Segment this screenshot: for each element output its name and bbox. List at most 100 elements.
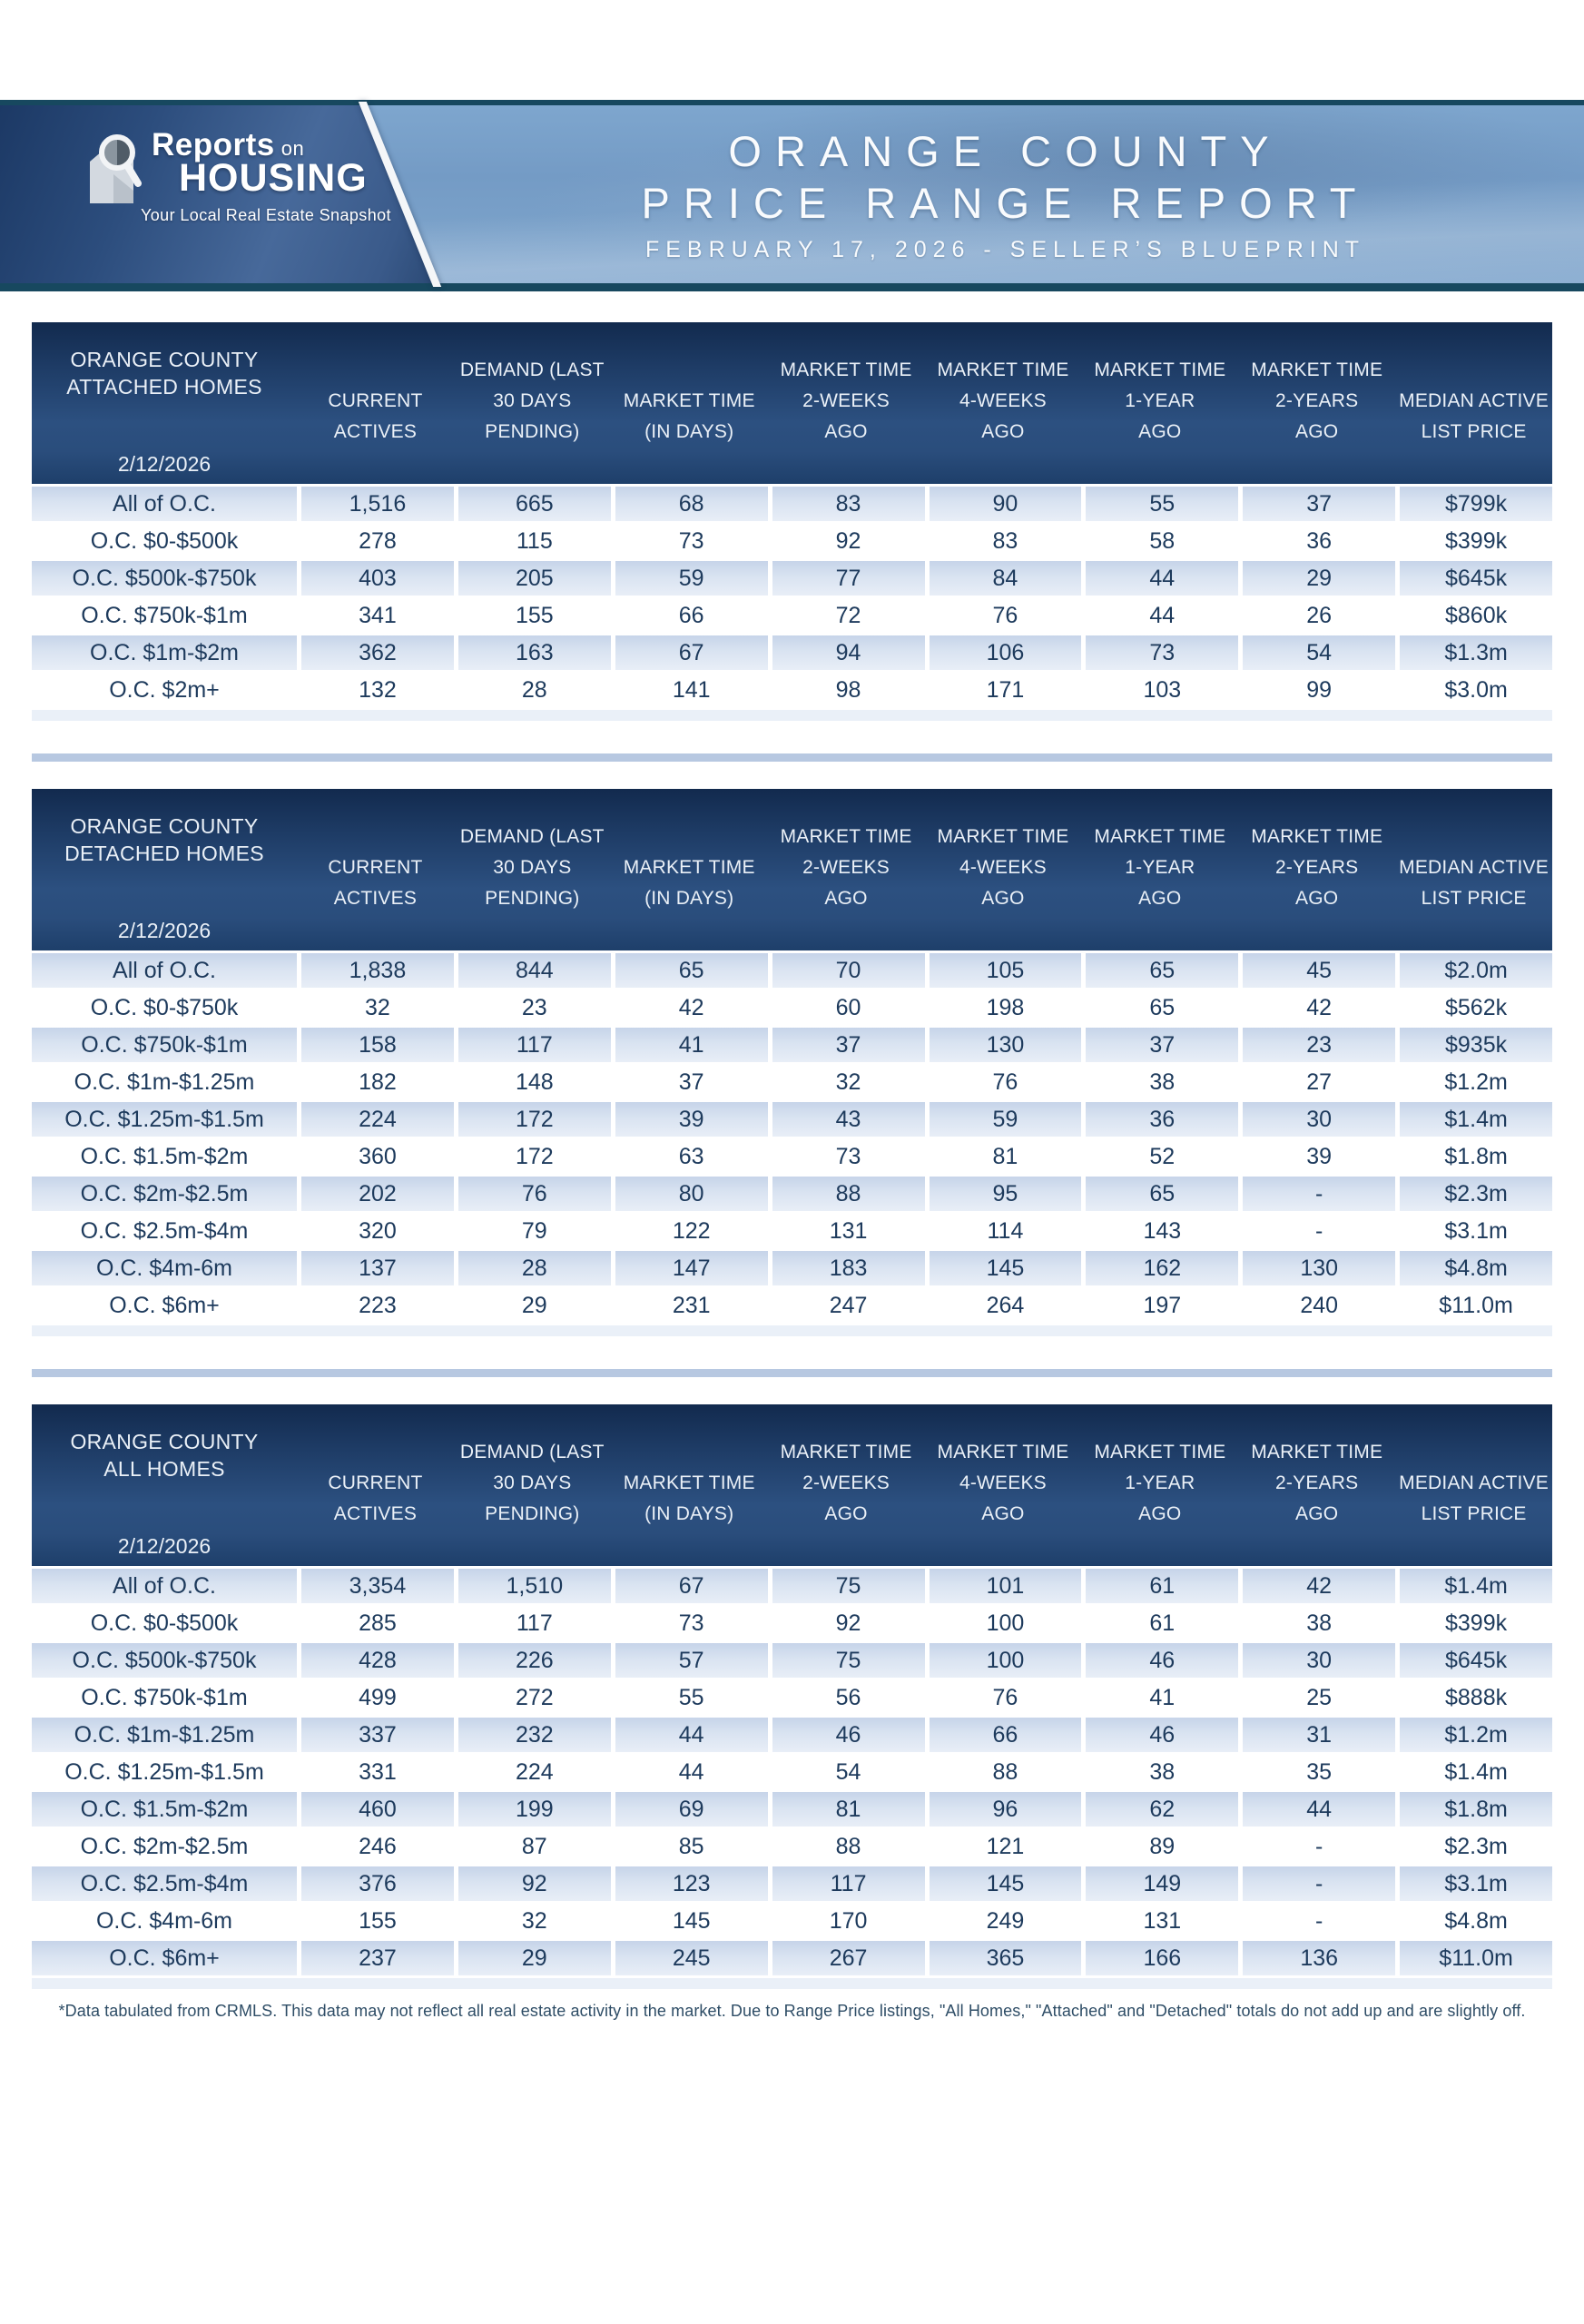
- cell-value: 36: [1238, 524, 1396, 558]
- cell-value: 76: [924, 1680, 1082, 1715]
- cell-value: 43: [767, 1102, 925, 1137]
- cell-value: 100: [924, 1643, 1082, 1678]
- column-header-line: [611, 355, 768, 386]
- column-header-line: MARKET TIME: [623, 390, 755, 411]
- cell-value: $1.2m: [1395, 1718, 1552, 1752]
- column-header: MARKET TIME 4-WEEKS AGO: [925, 322, 1082, 484]
- cell-value: 81: [924, 1139, 1082, 1174]
- cell-value: 63: [610, 1139, 768, 1174]
- cell-value: 36: [1081, 1102, 1239, 1137]
- row-label: All of O.C.: [32, 487, 297, 521]
- row-label: O.C. $750k-$1m: [32, 1680, 297, 1715]
- report-title: ORANGE COUNTY PRICE RANGE REPORT: [642, 125, 1370, 229]
- cell-value: 199: [453, 1792, 611, 1827]
- column-header-line: [611, 1437, 768, 1468]
- column-header-line: 2-YEARS: [1275, 390, 1359, 411]
- cell-value: 224: [297, 1102, 454, 1137]
- table-header: ORANGE COUNTY ATTACHED HOMES 2/12/2026 C…: [32, 322, 1552, 484]
- cell-value: 331: [297, 1755, 454, 1789]
- cell-value: 85: [610, 1829, 768, 1864]
- section-divider: [32, 753, 1552, 762]
- cell-value: 115: [453, 524, 611, 558]
- cell-value: 1,838: [297, 953, 454, 988]
- column-header-line: LIST PRICE: [1421, 421, 1527, 442]
- column-header-line: MARKET TIME: [937, 359, 1069, 380]
- column-header: DEMAND (LAST 30 DAYS PENDING): [454, 789, 611, 950]
- cell-value: 105: [924, 953, 1082, 988]
- cell-value: 132: [297, 673, 454, 707]
- table-header: ORANGE COUNTY ALL HOMES 2/12/2026 CURREN…: [32, 1404, 1552, 1566]
- cell-value: 88: [924, 1755, 1082, 1789]
- cell-value: 44: [1081, 598, 1239, 633]
- row-label: O.C. $0-$500k: [32, 1606, 297, 1640]
- report-subtitle: FEBRUARY 17, 2026 - SELLER’S BLUEPRINT: [644, 237, 1366, 262]
- cell-value: 122: [610, 1214, 768, 1248]
- column-header: DEMAND (LAST 30 DAYS PENDING): [454, 322, 611, 484]
- row-label: O.C. $750k-$1m: [32, 1028, 297, 1062]
- cell-value: 131: [767, 1214, 925, 1248]
- table-row: All of O.C. 1,516 665 68 83 90 55 37 $799k: [32, 487, 1552, 521]
- cell-value: 27: [1238, 1065, 1396, 1099]
- column-header-line: AGO: [981, 1503, 1025, 1524]
- column-header-line: [611, 822, 768, 852]
- cell-value: 141: [610, 673, 768, 707]
- cell-value: 54: [1238, 635, 1396, 670]
- cell-value: 172: [453, 1139, 611, 1174]
- cell-value: 130: [924, 1028, 1082, 1062]
- cell-value: 68: [610, 487, 768, 521]
- column-header: MARKET TIME 2-WEEKS AGO: [768, 1404, 925, 1566]
- cell-value: 246: [297, 1829, 454, 1864]
- cell-value: 29: [453, 1288, 611, 1323]
- table-row: O.C. $1.5m-$2m 460 199 69 81 96 62 44 $1.8m: [32, 1792, 1552, 1827]
- column-header-line: AGO: [981, 888, 1025, 909]
- row-label: All of O.C.: [32, 953, 297, 988]
- cell-value: 81: [767, 1792, 925, 1827]
- cell-value: 58: [1081, 524, 1239, 558]
- cell-value: 42: [1238, 1569, 1396, 1603]
- cell-value: 365: [924, 1941, 1082, 1975]
- cell-value: 23: [1238, 1028, 1396, 1062]
- cell-value: 100: [924, 1606, 1082, 1640]
- logo-housing: HOUSING: [179, 156, 368, 200]
- cell-value: 95: [924, 1177, 1082, 1211]
- cell-value: $2.3m: [1395, 1829, 1552, 1864]
- cell-value: 35: [1238, 1755, 1396, 1789]
- cell-value: $645k: [1395, 1643, 1552, 1678]
- cell-value: 1,510: [453, 1569, 611, 1603]
- table-row: O.C. $0-$500k 285 117 73 92 100 61 38 $399k: [32, 1606, 1552, 1640]
- cell-value: 226: [453, 1643, 611, 1678]
- cell-value: 38: [1081, 1755, 1239, 1789]
- cell-value: 44: [610, 1755, 768, 1789]
- all-homes-section: ORANGE COUNTY ALL HOMES 2/12/2026 CURREN…: [32, 1404, 1552, 1989]
- data-source-footnote: *Data tabulated from CRMLS. This data ma…: [58, 2002, 1526, 2020]
- cell-value: $1.8m: [1395, 1792, 1552, 1827]
- cell-value: 37: [610, 1065, 768, 1099]
- cell-value: 103: [1081, 673, 1239, 707]
- cell-value: 65: [1081, 990, 1239, 1025]
- column-header-line: 30 DAYS: [493, 1472, 572, 1493]
- cell-value: 460: [297, 1792, 454, 1827]
- cell-value: 285: [297, 1606, 454, 1640]
- cell-value: 65: [1081, 953, 1239, 988]
- cell-value: 198: [924, 990, 1082, 1025]
- cell-value: 83: [924, 524, 1082, 558]
- cell-value: 143: [1081, 1214, 1239, 1248]
- reports-on-housing-logo: Reports on HOUSING Your Local Real Estate…: [86, 127, 391, 225]
- column-header-line: ACTIVES: [333, 1503, 418, 1524]
- cell-value: 46: [1081, 1643, 1239, 1678]
- column-header-line: 1-YEAR: [1125, 857, 1195, 878]
- cell-value: 30: [1238, 1643, 1396, 1678]
- row-label: O.C. $1.25m-$1.5m: [32, 1102, 297, 1137]
- cell-value: 37: [1081, 1028, 1239, 1062]
- column-header-line: CURRENT: [328, 857, 423, 878]
- column-header-line: 2-WEEKS: [802, 1472, 890, 1493]
- cell-value: 28: [453, 1251, 611, 1285]
- cell-value: 37: [767, 1028, 925, 1062]
- cell-value: 59: [924, 1102, 1082, 1137]
- cell-value: 155: [453, 598, 611, 633]
- cell-value: $1.4m: [1395, 1102, 1552, 1137]
- cell-value: 1,516: [297, 487, 454, 521]
- cell-value: 32: [297, 990, 454, 1025]
- cell-value: 665: [453, 487, 611, 521]
- cell-value: 65: [1081, 1177, 1239, 1211]
